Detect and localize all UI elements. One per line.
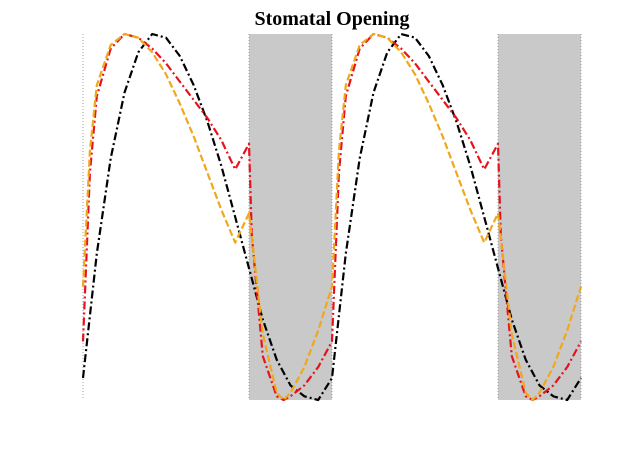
series-line-1 — [81, 32, 582, 402]
series-lines — [81, 32, 583, 402]
series-line-3 — [81, 32, 583, 402]
chart-title: Stomatal Opening — [254, 8, 409, 30]
night-shading — [249, 34, 581, 400]
